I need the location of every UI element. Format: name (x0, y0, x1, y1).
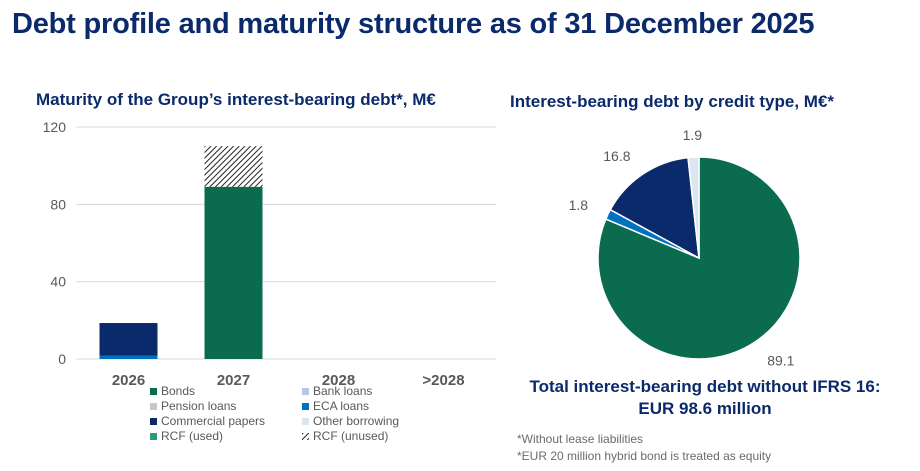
x-tick-label: 2026 (112, 372, 145, 389)
pie-slice (687, 156, 700, 259)
pie-chart: 89.1 1.8 16.8 1.9 (569, 127, 801, 368)
legend-label: Commercial papers (161, 414, 265, 428)
footnote-hybrid-bond: *EUR 20 million hybrid bond is treated a… (517, 449, 772, 463)
x-tick-label: 2028 (322, 372, 355, 389)
legend-swatch (302, 388, 309, 395)
pie-data-label: 1.9 (683, 127, 703, 143)
bar-segment (204, 186, 263, 359)
pie-data-label: 16.8 (603, 148, 630, 164)
legend-label: Bonds (161, 384, 195, 398)
bar-segment (204, 146, 263, 187)
legend-label: Bank loans (313, 384, 372, 398)
legend-swatch (302, 433, 309, 440)
x-tick-label: 2027 (217, 372, 250, 389)
x-tick-label: >2028 (422, 372, 464, 389)
legend-label: Pension loans (161, 399, 236, 413)
legend-label: Other borrowing (313, 414, 399, 428)
y-tick-label: 80 (50, 196, 66, 212)
y-tick-label: 120 (43, 119, 67, 135)
page-title: Debt profile and maturity structure as o… (12, 8, 815, 40)
bar-segment (99, 323, 158, 356)
bar-segment (99, 355, 158, 359)
legend-swatch (150, 418, 157, 425)
total-debt-line2: EUR 98.6 million (638, 399, 772, 418)
bar-chart: 0 40 80 120 2026 2027 2028 >2028 Bonds Bank loans… (43, 119, 496, 443)
total-debt-summary: Total interest-bearing debt without IFRS… (505, 376, 905, 420)
legend-label: RCF (used) (161, 429, 223, 443)
y-tick-label: 40 (50, 274, 66, 290)
y-tick-label: 0 (58, 351, 66, 367)
legend-swatch (150, 433, 157, 440)
pie-slice (609, 156, 700, 260)
bar-chart-title: Maturity of the Group’s interest-bearing… (36, 90, 436, 109)
legend-swatch (302, 403, 309, 410)
legend-swatch (150, 388, 157, 395)
legend-swatch (302, 418, 309, 425)
legend-swatch (150, 403, 157, 410)
legend-label: ECA loans (313, 399, 369, 413)
pie-data-label: 1.8 (569, 197, 589, 213)
pie-data-label: 89.1 (767, 352, 794, 368)
footnote-lease: *Without lease liabilities (517, 432, 644, 446)
legend-label: RCF (unused) (313, 429, 388, 443)
total-debt-line1: Total interest-bearing debt without IFRS… (529, 377, 881, 396)
pie-chart-title: Interest-bearing debt by credit type, M€… (510, 92, 835, 111)
